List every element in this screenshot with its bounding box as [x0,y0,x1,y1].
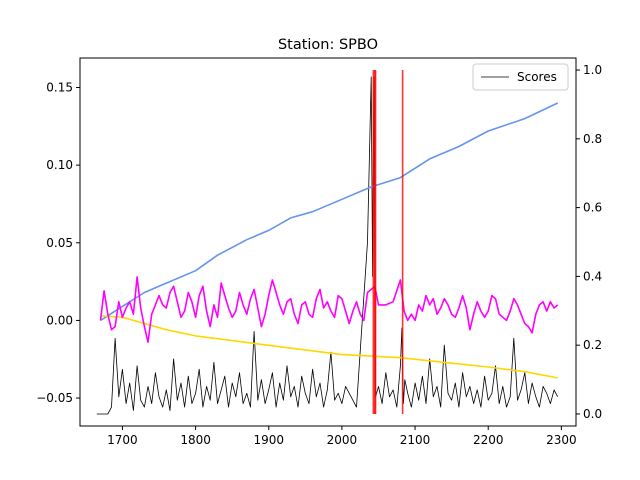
plot-frame [79,57,577,427]
x-tick-label-1900: 1900 [253,433,284,447]
y2-tick-label-5: 1.0 [583,63,602,77]
y-tick-label-2: 0.05 [46,236,73,250]
series-2 [99,276,559,344]
series-1 [100,315,558,379]
y2-tick-label-2: 0.4 [583,269,602,283]
legend-scores-label: Scores [517,70,557,84]
series-0 [100,102,559,322]
x-tick-label-1700: 1700 [107,433,138,447]
x-tick-label-1800: 1800 [180,433,211,447]
y-tick-label-4: 0.15 [46,81,73,95]
y-tick-label-0: −0.05 [36,391,73,405]
x-tick-label-2300: 2300 [546,433,577,447]
y2-tick-label-4: 0.8 [583,132,602,146]
y-tick-label-1: 0.00 [46,313,73,327]
legend-box [472,63,569,91]
series-layer [96,70,559,415]
x-tick-label-2000: 2000 [327,433,358,447]
y-tick-label-3: 0.10 [46,158,73,172]
series-scores [96,76,559,415]
legend: Scores [472,63,569,91]
y2-tick-label-0: 0.0 [583,407,602,421]
y2-tick-label-3: 0.6 [583,201,602,215]
x-tick-label-2100: 2100 [400,433,431,447]
chart-title: Station: SPBO [278,37,378,53]
x-tick-label-2200: 2200 [473,433,504,447]
axes-layer: 1700 1800 1900 2000 2100 2200 2300 −0.05 0.00 0.0… [36,57,602,447]
y2-tick-label-1: 0.2 [583,338,602,352]
